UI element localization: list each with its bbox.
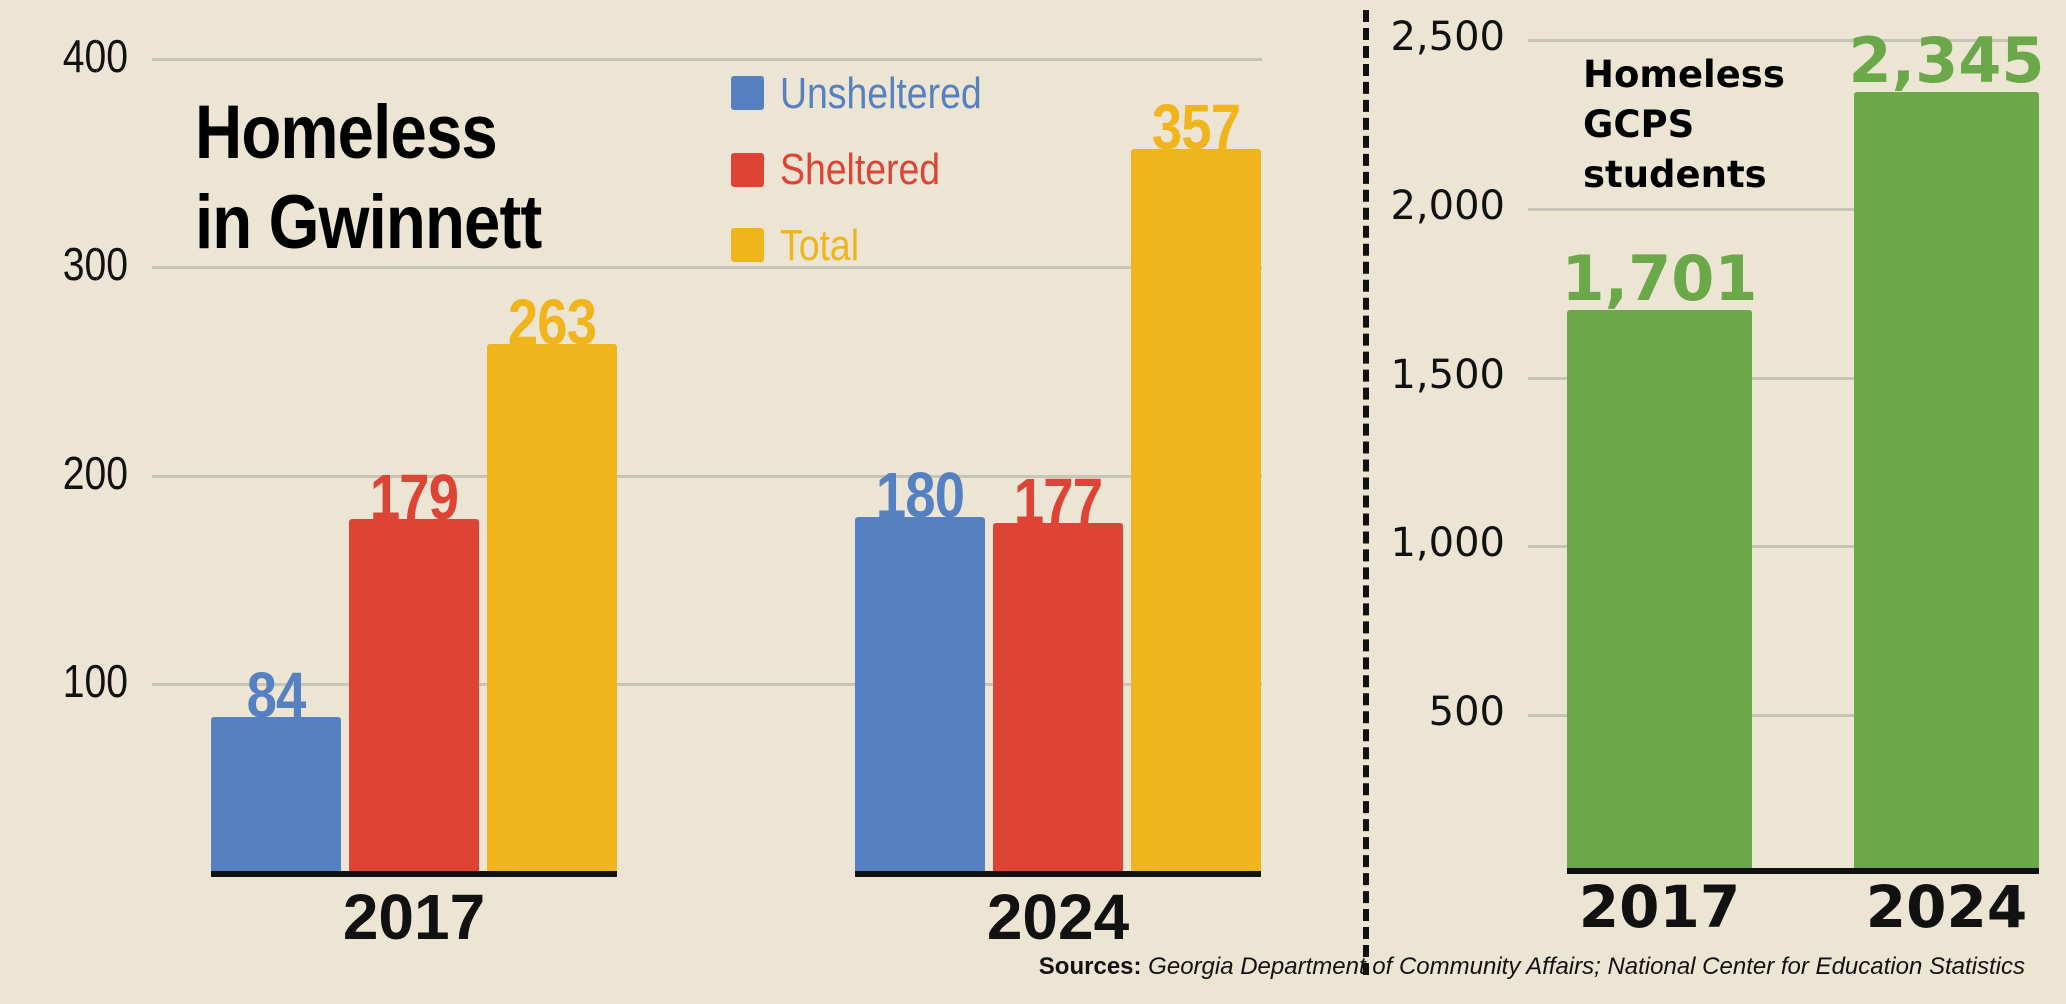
legend-swatch-sheltered — [731, 153, 764, 187]
bar-sheltered — [993, 523, 1123, 874]
legend-label-unsheltered: Unsheltered — [780, 69, 982, 118]
students-chart-title: Homeless GCPS students — [1583, 50, 1785, 200]
title-line: Homeless — [1583, 53, 1785, 96]
data-label: 179 — [369, 461, 459, 534]
bar-total — [487, 344, 617, 874]
gridline — [1528, 207, 2033, 211]
y-tick-label: 2,500 — [1390, 14, 1505, 60]
bar-sheltered — [349, 519, 479, 874]
baseline — [1567, 868, 2039, 874]
title-line: GCPS — [1583, 103, 1695, 146]
title-line: Homeless — [195, 90, 498, 175]
x-tick-label: 2024 — [986, 881, 1130, 953]
gridline — [152, 266, 1262, 270]
title-line: students — [1583, 153, 1767, 196]
legend-label-sheltered: Sheltered — [780, 145, 941, 194]
gridline — [1528, 376, 2033, 380]
data-label: 2,345 — [1848, 24, 2045, 98]
data-label: 263 — [507, 286, 597, 359]
gridline — [152, 682, 1262, 686]
source-note: Sources: Georgia Department of Community… — [1039, 953, 2025, 981]
baseline — [211, 871, 617, 877]
gridline — [1528, 545, 2033, 549]
dashed-divider — [1363, 10, 1369, 975]
y-tick-label: 1,500 — [1390, 351, 1505, 398]
y-tick-label: 1,000 — [1390, 520, 1505, 567]
baseline — [855, 871, 1261, 877]
bar-unsheltered — [855, 517, 985, 874]
legend-swatch-total — [731, 228, 764, 262]
gridline — [1528, 39, 2033, 42]
data-label: 84 — [246, 659, 307, 732]
title-line: in Gwinnett — [195, 180, 542, 265]
data-label: 180 — [875, 459, 965, 532]
y-tick-label: 500 — [1428, 689, 1505, 736]
source-text: Georgia Department of Community Affairs;… — [1148, 953, 2025, 980]
y-tick-label: 2,000 — [1390, 182, 1505, 229]
legend-label-total: Total — [780, 221, 860, 270]
gridline — [152, 58, 1262, 61]
source-label: Sources: — [1038, 953, 1142, 980]
bar-students — [1567, 309, 1752, 871]
gridline — [1528, 714, 2033, 718]
x-tick-label: 2017 — [342, 881, 486, 953]
data-label: 1,701 — [1561, 241, 1758, 315]
bar-unsheltered — [211, 717, 341, 874]
bar-students — [1854, 92, 2039, 871]
data-label: 357 — [1151, 90, 1241, 163]
y-tick-label: 400 — [62, 30, 129, 82]
legend-swatch-unsheltered — [731, 76, 764, 110]
x-tick-label: 2017 — [1578, 873, 1741, 941]
chart-title: Homeless in Gwinnett — [195, 88, 542, 268]
bar-total — [1131, 148, 1261, 874]
y-tick-label: 100 — [62, 654, 129, 707]
y-tick-label: 200 — [62, 446, 129, 499]
x-tick-label: 2024 — [1865, 873, 2028, 941]
y-tick-label: 300 — [62, 238, 129, 291]
data-label: 177 — [1013, 465, 1103, 538]
gridline — [152, 474, 1262, 478]
